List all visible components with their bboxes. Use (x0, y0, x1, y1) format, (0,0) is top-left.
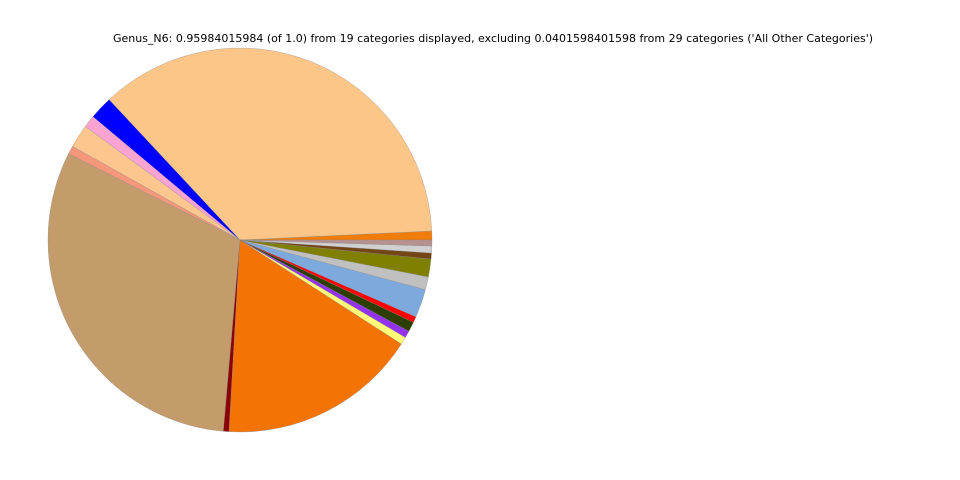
chart-title: Genus_N6: 0.95984015984 (of 1.0) from 19… (113, 32, 873, 45)
pie-slice (228, 239, 402, 433)
pie-slice (47, 153, 241, 432)
pie-slice (239, 239, 433, 247)
pie-slice (108, 47, 432, 241)
